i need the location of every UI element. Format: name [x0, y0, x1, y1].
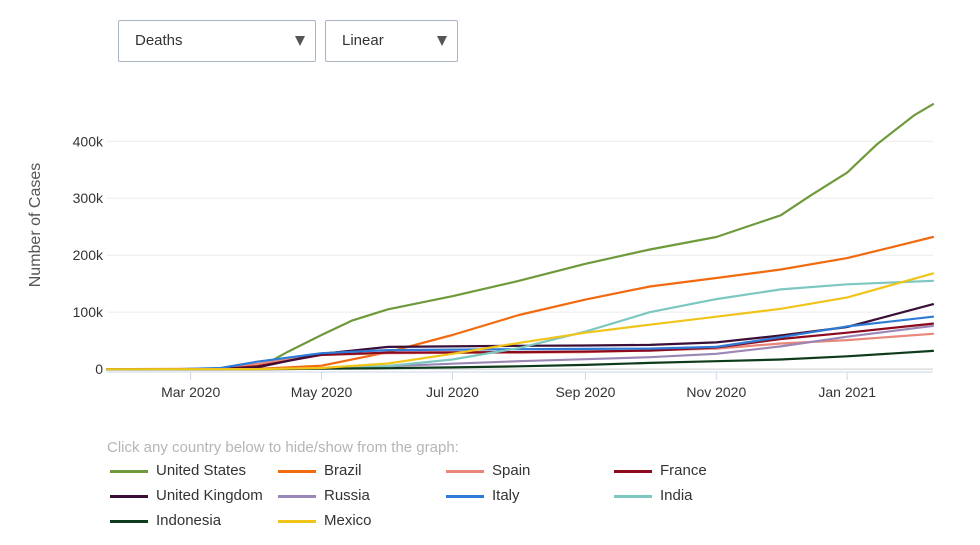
chevron-down-icon: [437, 36, 447, 46]
legend-label: Italy: [492, 487, 520, 504]
legend-label: Brazil: [324, 462, 362, 479]
y-tick-label: 0: [95, 361, 103, 377]
legend-swatch: [446, 495, 484, 498]
legend-label: Spain: [492, 462, 531, 479]
legend-swatch: [110, 520, 148, 523]
legend-swatch: [278, 470, 316, 473]
x-tick-label: Mar 2020: [161, 384, 220, 400]
y-tick-label: 300k: [73, 190, 104, 206]
line-chart: 0 100k 200k 300k 400k Mar 2020 May 2020 Jul 202…: [27, 103, 935, 400]
legend-swatch: [614, 495, 652, 498]
series-line-brazil: [105, 235, 935, 371]
series-line-united-states: [105, 103, 935, 371]
x-tick-label: Sep 2020: [555, 384, 615, 400]
legend-swatch: [278, 520, 316, 523]
legend-swatch: [614, 470, 652, 473]
y-tick-label: 200k: [73, 247, 104, 263]
legend-label: Mexico: [324, 512, 372, 529]
scale-select-value: Linear: [342, 32, 384, 49]
x-tick-label: Jul 2020: [426, 384, 479, 400]
legend-swatch: [110, 495, 148, 498]
legend-swatch: [278, 495, 316, 498]
metric-select-value: Deaths: [135, 32, 183, 49]
series-line-mexico: [105, 272, 935, 371]
y-tick-label: 100k: [73, 304, 104, 320]
legend-label: United States: [156, 462, 247, 479]
legend-hint: Click any country below to hide/show fro…: [107, 439, 459, 456]
x-tick-label: Nov 2020: [686, 384, 746, 400]
y-tick-label: 400k: [73, 133, 104, 149]
legend-label: Russia: [324, 487, 370, 504]
metric-select[interactable]: Deaths: [118, 20, 316, 62]
legend-swatch: [446, 470, 484, 473]
x-tick-label: Jan 2021: [818, 384, 876, 400]
legend-label: France: [660, 462, 707, 479]
x-tick-label: May 2020: [291, 384, 353, 400]
legend-label: United Kingdom: [156, 487, 263, 504]
series-line-united-kingdom: [105, 303, 935, 371]
series-line-india: [105, 279, 935, 371]
legend-label: Indonesia: [156, 512, 222, 529]
legend-swatch: [110, 470, 148, 473]
y-axis-title: Number of Cases: [27, 163, 44, 288]
scale-select[interactable]: Linear: [325, 20, 458, 62]
legend-label: India: [660, 487, 693, 504]
chevron-down-icon: [295, 36, 305, 46]
